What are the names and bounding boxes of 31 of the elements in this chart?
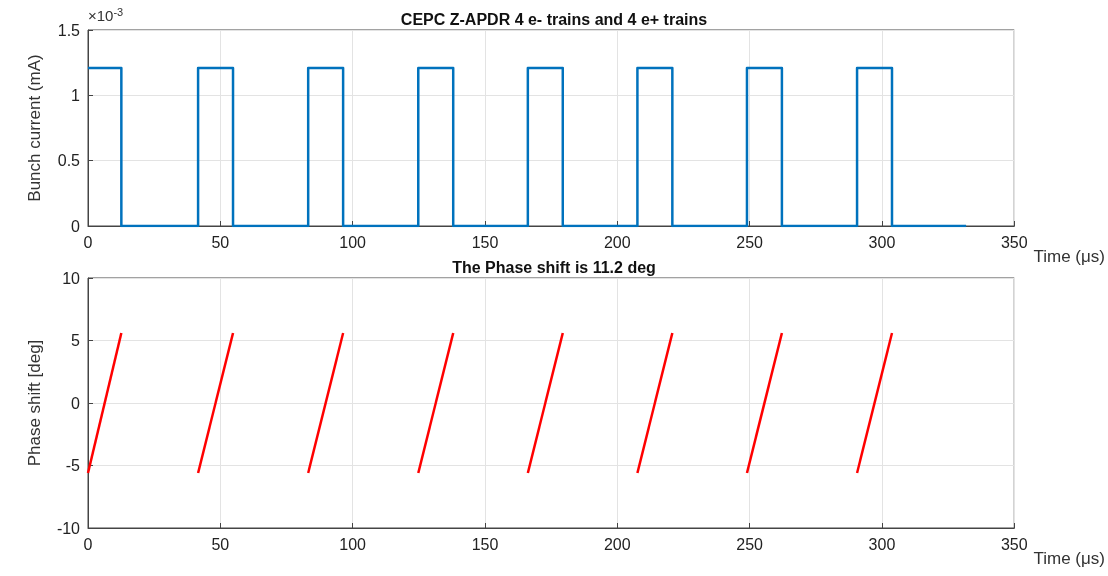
x-tick-label: 50 [211,233,230,251]
x-tick-label: 300 [868,535,896,553]
x-axis-title: Time (μs) [1033,247,1105,266]
x-tick-label: 50 [211,535,230,553]
x-tick-label: 300 [868,233,896,251]
x-tick-label: 150 [471,535,499,553]
x-tick-label: 0 [83,535,93,553]
y-tick-label: 5 [71,332,81,349]
y-tick-label: 0 [71,394,81,412]
y-tick-label: -5 [65,457,81,474]
y-axis-title: Bunch current (mA) [25,54,44,202]
x-tick-label: 0 [83,233,93,251]
y-tick-label: 1.5 [57,21,81,39]
x-tick-label: 100 [339,233,367,251]
x-tick-label: 350 [1000,535,1028,553]
y-tick-label: 1 [71,86,81,104]
x-tick-label: 250 [736,233,764,251]
y-axis-title: Phase shift [deg] [25,339,44,467]
x-tick-label: 100 [339,535,367,553]
y-tick-label: 10 [62,269,81,287]
x-tick-label: 350 [1000,233,1028,251]
y-tick-label: 0 [71,217,81,235]
chart-title: CEPC Z-APDR 4 e- trains and 4 e+ trains [400,10,708,28]
x-tick-label: 250 [736,535,764,553]
y-tick-label: 0.5 [57,152,81,170]
x-axis-title: Time (μs) [1033,549,1105,568]
x-tick-label: 150 [471,233,499,251]
x-tick-label: 200 [603,233,631,251]
chart-title: The Phase shift is 11.2 deg [452,258,656,276]
y-tick-label: -10 [56,519,81,537]
x-tick-label: 200 [603,535,631,553]
